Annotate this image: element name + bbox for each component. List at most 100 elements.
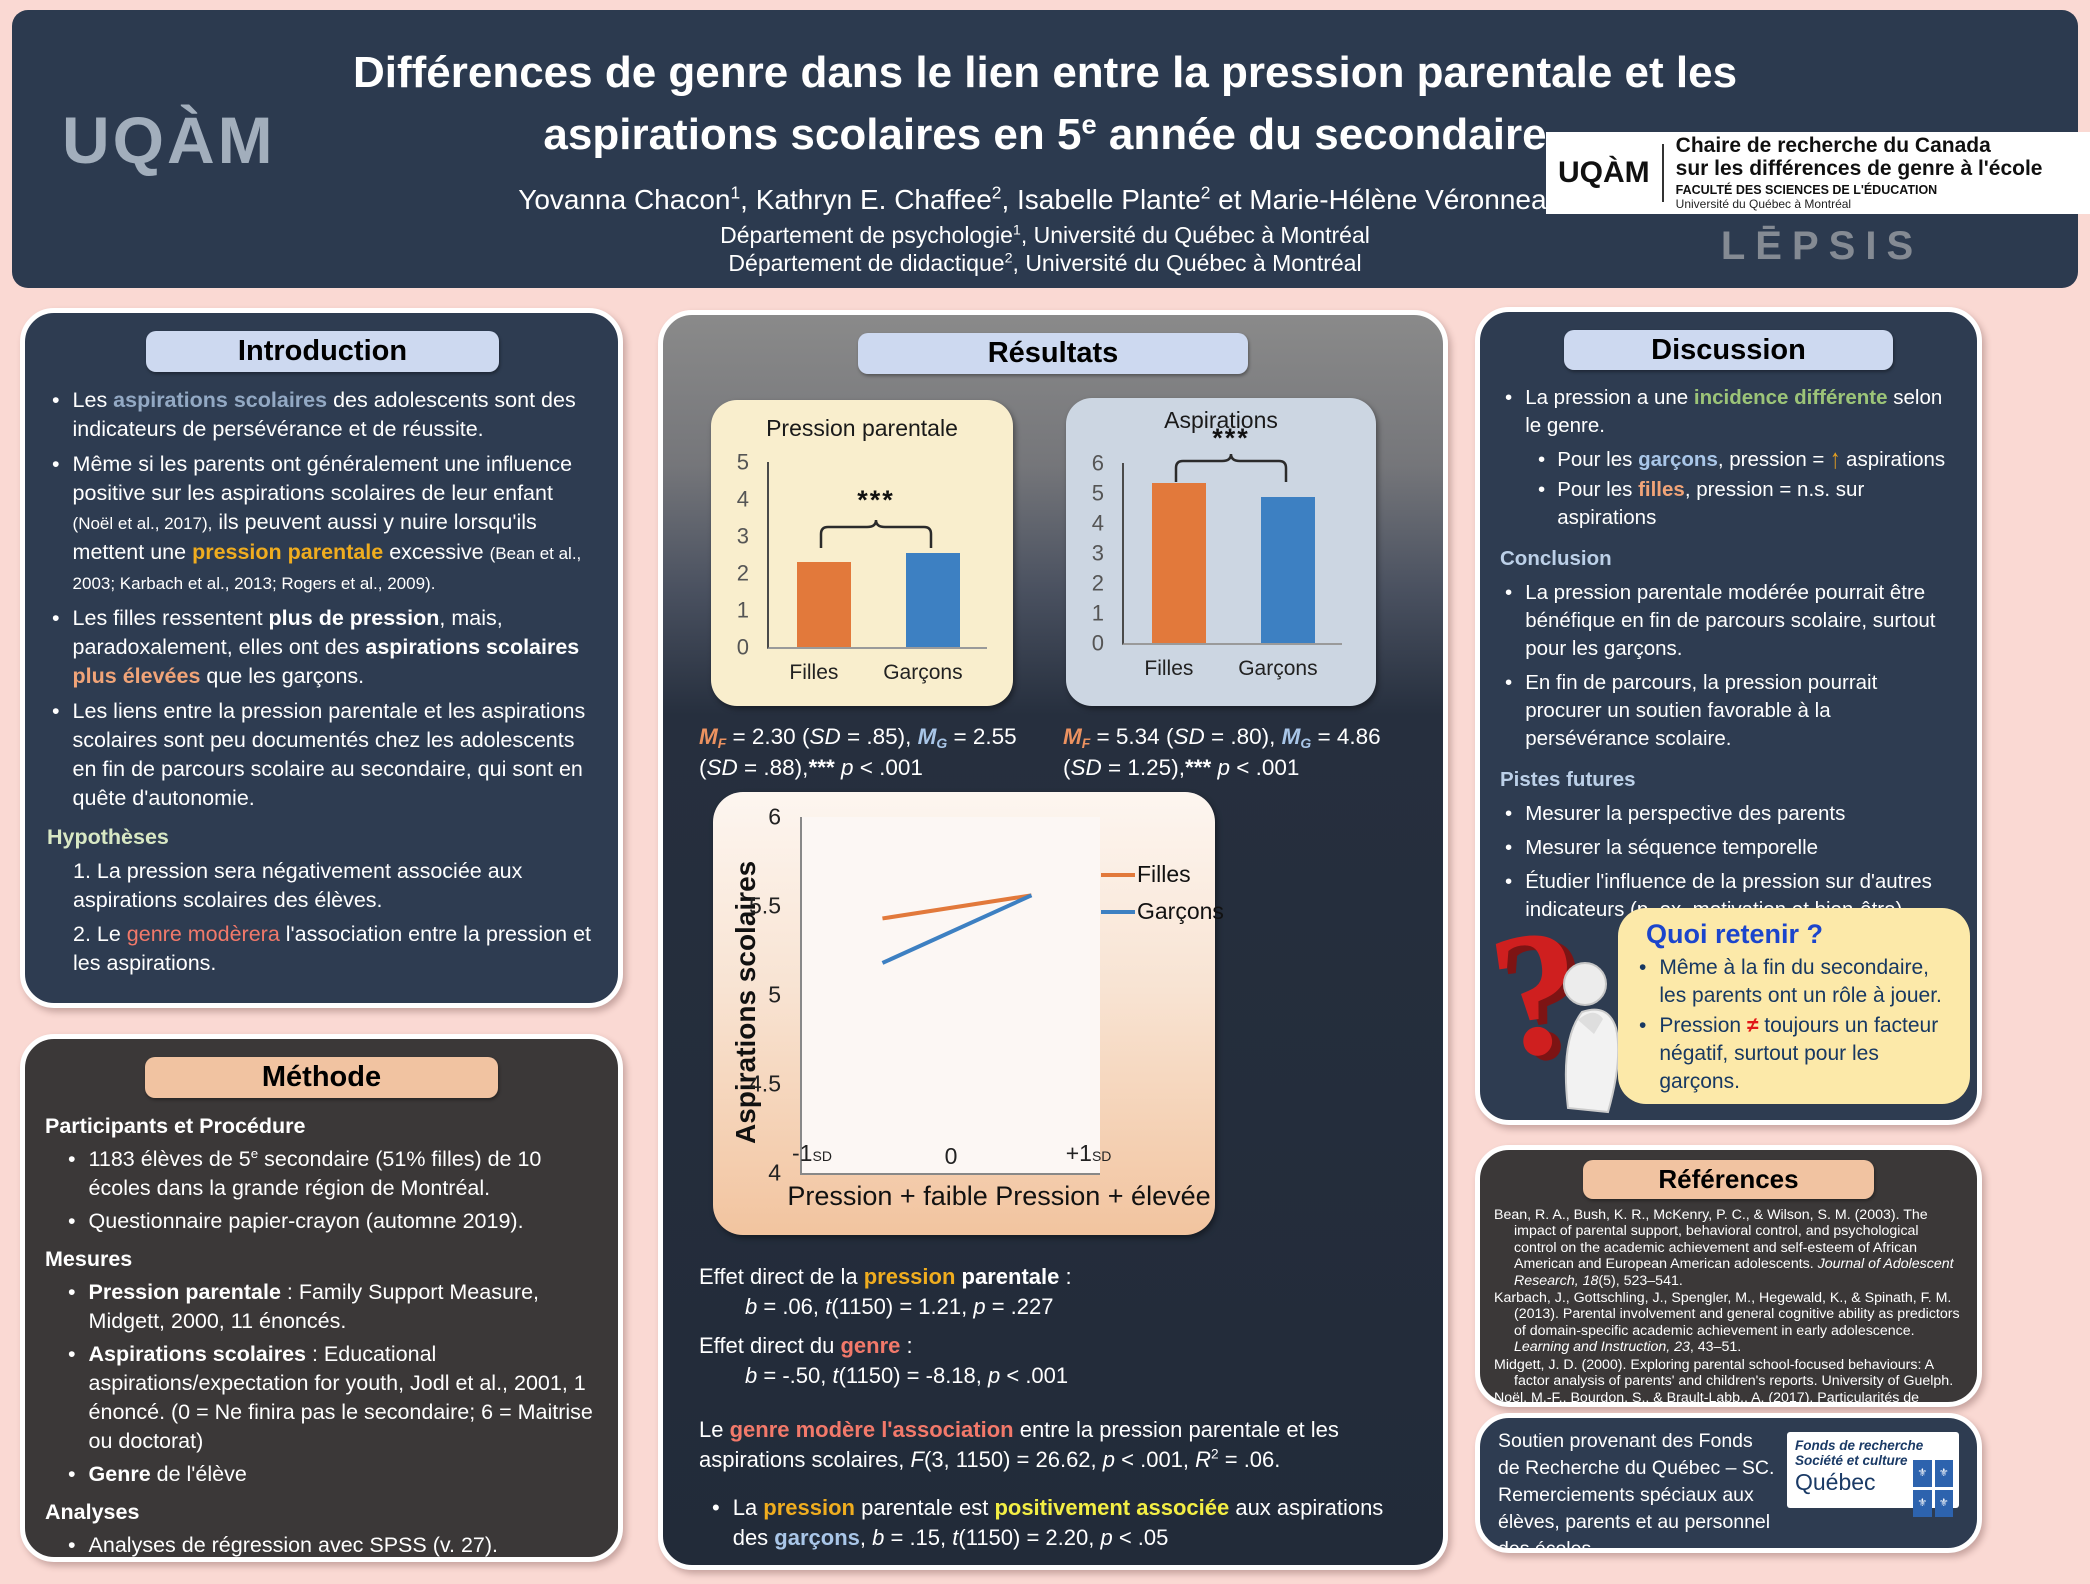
discussion-sub-bullet: Pour les garçons, pression = ↑ aspiratio… (1534, 444, 1957, 475)
method-bullet: Aspirations scolaires : Educational aspi… (63, 1340, 598, 1456)
y-tick: 5 (768, 981, 781, 1008)
y-tick: 5 (736, 449, 749, 475)
x-tick: -1SD (792, 1140, 832, 1166)
introduction-heading: Introduction (146, 331, 499, 372)
legend-line-icon (1101, 909, 1135, 914)
uqam-logo: UQÀM (62, 103, 276, 177)
references-panel: Références Bean, R. A., Bush, K. R., McK… (1475, 1145, 1982, 1407)
y-tick: 3 (1091, 540, 1104, 566)
quoi-retenir-title: Quoi retenir ? (1646, 919, 1824, 949)
legend-label: Garçons (1137, 898, 1224, 924)
reference-item: Karbach, J., Gottschling, J., Spengler, … (1494, 1290, 1960, 1356)
frqsc-logo-line2: Société et culture (1795, 1453, 1908, 1468)
y-tick: 5 (1091, 480, 1104, 506)
category-label: Garçons (1238, 657, 1318, 680)
participants-heading: Participants et Procédure (45, 1114, 306, 1138)
results-heading: Résultats (858, 333, 1248, 374)
interaction-bullet: La pression parentale est positivement a… (707, 1493, 1387, 1553)
y-tick: 2 (1091, 570, 1104, 596)
discussion-panel: Discussion La pression a une incidence d… (1475, 307, 1982, 1125)
significance-bracket-icon (1174, 453, 1288, 482)
funding-line1: Soutien provenant des Fonds de Recherche… (1498, 1430, 1775, 1479)
effects-text: Effet direct de la pression parentale : … (699, 1253, 1417, 1559)
y-tick: 4 (768, 1159, 781, 1186)
bar-garçons (1260, 497, 1315, 643)
conclusion-heading: Conclusion (1500, 547, 1612, 570)
method-heading: Méthode (144, 1057, 499, 1098)
y-tick: 4.5 (749, 1070, 781, 1097)
lepsis-logo: LĒPSIS (1720, 224, 1924, 268)
frqsc-logo-quebec: Québec (1795, 1469, 1876, 1495)
stats-aspirations: MF = 5.34 (SD = .80), MG = 4.86 (SD = 1.… (1063, 724, 1381, 780)
bar-chart-aspirations: Aspirations *** 6 5 4 3 2 1 0 Filles Garçons (1066, 398, 1376, 706)
funding-line2: Remerciements spéciaux aux élèves, paren… (1498, 1484, 1771, 1553)
bars (1124, 463, 1342, 643)
significance-bracket-icon (819, 519, 933, 548)
poster-title-line2: aspirations scolaires en 5e année du sec… (543, 108, 1547, 159)
chart-title: Aspirations (1164, 407, 1278, 433)
quoi-bullet: Même à la fin du secondaire, les parents… (1634, 954, 1954, 1010)
category-label: Filles (789, 661, 839, 684)
y-tick: 4 (1091, 510, 1104, 536)
legend-label: Filles (1137, 861, 1191, 887)
x-axis-label: Pression + faible Pression + élevée (787, 1181, 1211, 1211)
category-labels: Filles Garçons (1122, 654, 1340, 683)
piste-bullet: Mesurer la perspective des parents (1500, 800, 1957, 828)
bar-filles (796, 561, 851, 647)
introduction-panel: Introduction Les aspirations scolaires d… (20, 308, 623, 1008)
affiliation-2: Département de didactique2, Université d… (728, 250, 1362, 276)
y-tick: 5.5 (749, 892, 781, 919)
badge-chair-line2: sur les différences de genre à l'école (1675, 156, 2043, 180)
header: UQÀM Différences de genre dans le lien e… (12, 10, 2090, 288)
hypothesis-1: 1. La pression sera négativement associé… (73, 859, 523, 912)
method-bullet: Genre de l'élève (63, 1460, 598, 1489)
y-axis-ticks: 6 5 4 3 2 1 0 (1066, 451, 1112, 656)
measures-heading: Mesures (45, 1247, 133, 1271)
reference-item: Noël, M.-F., Bourdon, S., & Brault-Labb.… (1494, 1390, 1920, 1407)
badge-faculty: FACULTÉ DES SCIENCES DE L'ÉDUCATION (1675, 183, 1938, 198)
plot-area: -1SD 0 +1SD (792, 817, 1111, 1175)
legend-item: Garçons (1101, 897, 1224, 926)
y-tick: 1 (1091, 600, 1104, 626)
quoi-retenir-box: Quoi retenir ? Même à la fin du secondai… (1618, 908, 1970, 1104)
frqsc-logo: Fonds de recherche Société et culture Qu… (1787, 1432, 1959, 1517)
y-axis-ticks: 5 4 3 2 1 0 (711, 450, 757, 660)
discussion-heading: Discussion (1563, 330, 1894, 370)
pistes-heading: Pistes futures (1500, 768, 1636, 791)
line-chart-interaction: Aspirations scolaires 6 5.5 5 4.5 4 -1SD 0 +1S… (713, 792, 1224, 1235)
reference-item: Midgett, J. D. (2000). Exploring parenta… (1494, 1356, 1954, 1390)
effect-genre-value: b = -.50, t(1150) = -8.18, p < .001 (745, 1363, 1069, 1388)
y-tick: 4 (736, 486, 749, 512)
legend-item: Filles (1101, 860, 1224, 889)
significance-stars: *** (857, 485, 895, 515)
effect-pression-label: Effet direct de la pression parentale : (699, 1264, 1072, 1289)
stats-pression: MF = 2.30 (SD = .85), MG = 2.55 (SD = .8… (699, 724, 1017, 780)
line-series-garçons (882, 895, 1031, 963)
poster-title-line1: Différences de genre dans le lien entre … (352, 48, 1738, 97)
legend: Filles Garçons (1101, 852, 1224, 934)
legend-line-icon (1101, 872, 1135, 877)
line-series-filles (882, 895, 1031, 918)
research-chair-badge: UQÀM Chaire de recherche du Canada sur l… (1546, 132, 2090, 214)
frqsc-logo-line1: Fonds de recherche (1795, 1438, 1924, 1453)
method-bullet: 1183 élèves de 5e secondaire (51% filles… (63, 1145, 598, 1203)
bar-filles (1151, 482, 1206, 643)
y-tick: 2 (736, 560, 749, 586)
y-tick: 6 (1091, 450, 1104, 476)
badge-university: Université du Québec à Montréal (1675, 196, 1852, 211)
intro-bullet: Les filles ressentent plus de pression, … (47, 604, 598, 691)
affiliation-1: Département de psychologie1, Université … (720, 222, 1370, 248)
effect-pression-value: b = .06, t(1150) = 1.21, p = .227 (745, 1294, 1054, 1319)
y-tick: 1 (736, 597, 749, 623)
chart-title: Pression parentale (766, 415, 958, 441)
x-axis-ticks: -1SD 0 +1SD (792, 1139, 1111, 1173)
hypothesis-2: 2. Le genre modèrera l'association entre… (73, 922, 592, 975)
intro-bullet: Les liens entre la pression parentale et… (47, 697, 598, 813)
plot-area (767, 462, 987, 649)
moderation-text: Le genre modère l'association entre la p… (699, 1417, 1339, 1472)
question-mark-figure-icon: ? ? (1488, 904, 1620, 1114)
intro-bullet: Même si les parents ont généralement une… (47, 450, 598, 598)
y-tick: 0 (1091, 630, 1104, 656)
y-tick: 0 (736, 634, 749, 660)
